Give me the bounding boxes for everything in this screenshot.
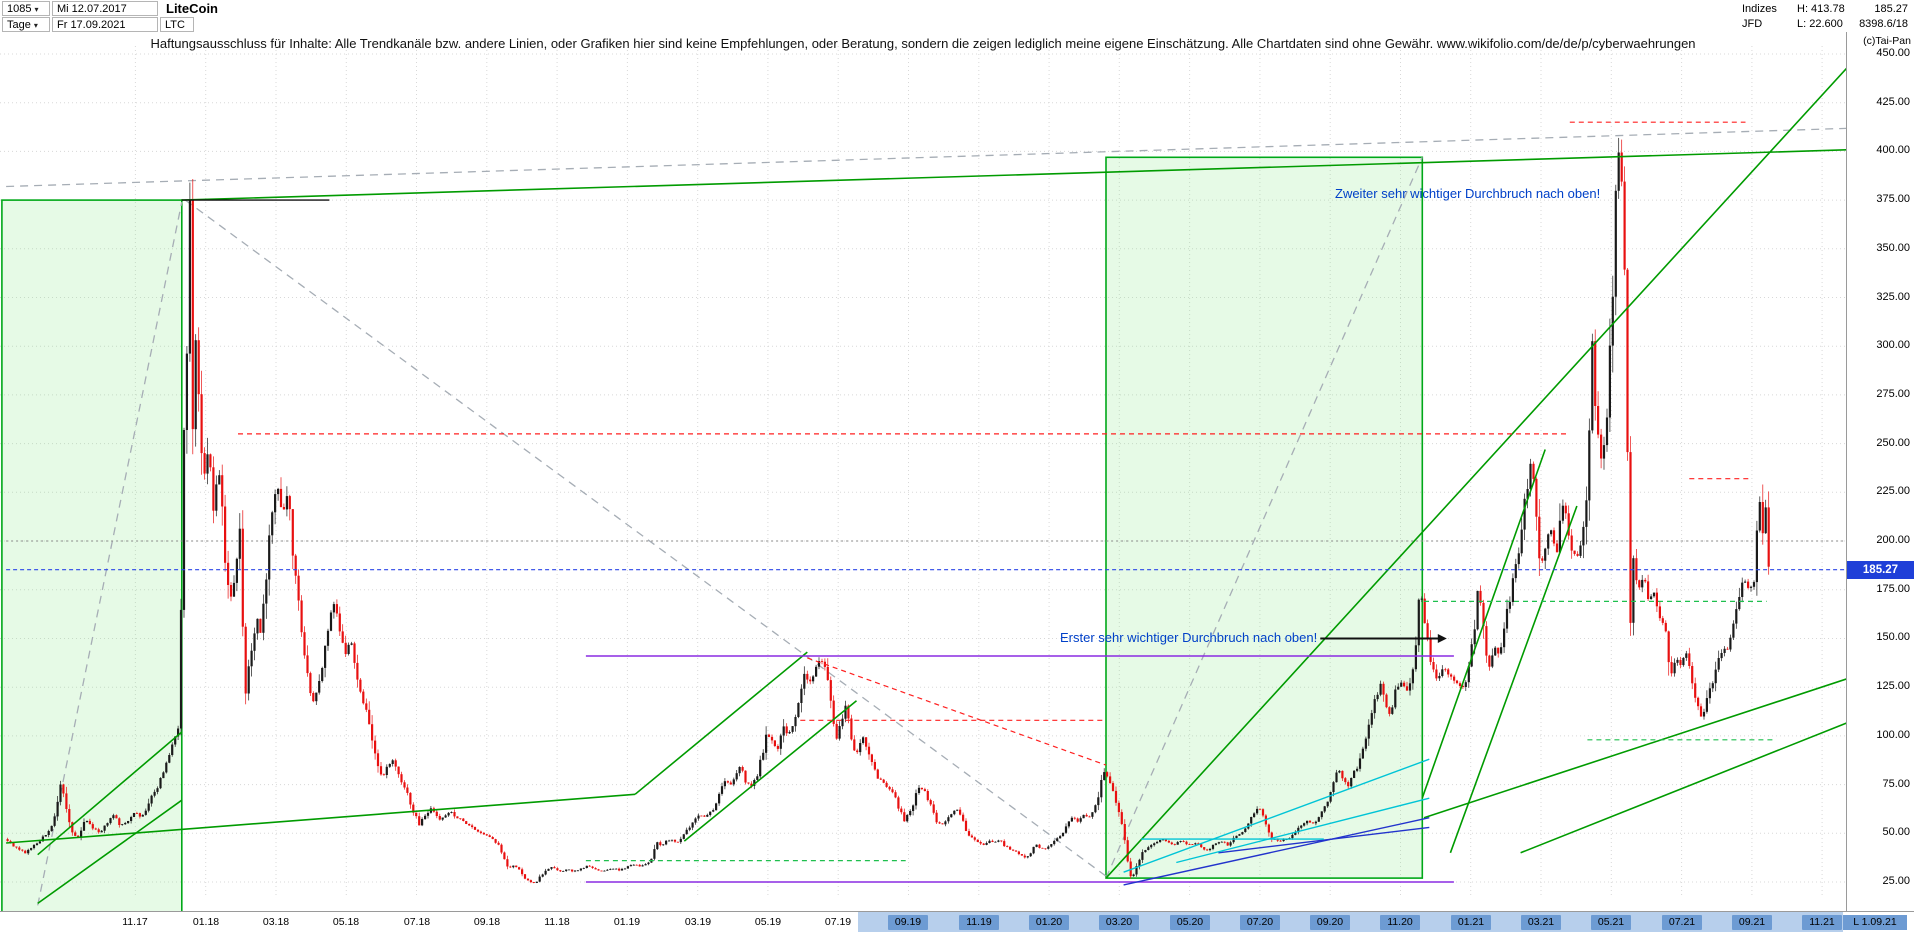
navy-support-lines — [1123, 817, 1430, 886]
x-tick-label: 11.17 — [122, 916, 148, 928]
price-tick-label: 350.00 — [1876, 242, 1910, 254]
period-low-label: L: 22.600 — [1797, 18, 1843, 30]
x-tick-label: 09.20 — [1310, 915, 1350, 930]
price-tick-label: 50.00 — [1882, 826, 1910, 838]
price-axis: (c)Tai-Pan 185.27 450.00 425.00 400.00 375.… — [1846, 32, 1914, 912]
price-tick-label: 100.00 — [1876, 729, 1910, 741]
x-tick-label: 09.19 — [888, 915, 928, 930]
x-tick-label: 07.21 — [1662, 915, 1702, 930]
period-value: Tage — [7, 19, 31, 31]
breakout-arrow — [1320, 634, 1447, 643]
bars-count-dropdown[interactable]: 1085 ▾ — [2, 1, 50, 16]
annotation-second-breakout: Zweiter sehr wichtiger Durchbruch nach o… — [1335, 186, 1601, 201]
price-tick-label: 325.00 — [1876, 291, 1910, 303]
x-tick-label: 07.18 — [403, 916, 431, 928]
x-tick-label: 01.18 — [192, 916, 220, 928]
green-dashed-support — [585, 600, 1774, 862]
last-price-top-label: 185.27 — [1874, 3, 1908, 15]
bottom-filler — [0, 932, 1914, 952]
x-tick-label: 11.21 — [1802, 915, 1842, 930]
price-tick-label: 250.00 — [1876, 437, 1910, 449]
purple-levels — [585, 655, 1454, 883]
chevron-down-icon: ▾ — [34, 5, 39, 14]
period-dropdown[interactable]: Tage ▾ — [2, 17, 50, 32]
feed-label: JFD — [1742, 18, 1763, 30]
x-tick-label: 09.18 — [473, 916, 501, 928]
x-tick-label: 07.19 — [824, 916, 852, 928]
price-tick-label: 450.00 — [1876, 47, 1910, 59]
x-tick-label: 05.19 — [754, 916, 782, 928]
x-tick-label: 11.20 — [1380, 915, 1420, 930]
price-tick-label: 275.00 — [1876, 388, 1910, 400]
x-tick-label: 05.20 — [1170, 915, 1210, 930]
price-tick-label: 175.00 — [1876, 583, 1910, 595]
x-tick-label: 11.18 — [544, 916, 570, 928]
price-tick-label: 25.00 — [1882, 875, 1910, 887]
x-tick-label: 01.21 — [1451, 915, 1491, 930]
x-tick-label: 07.20 — [1240, 915, 1280, 930]
time-axis: L 1.09.21 11.17 01.18 03.18 05.18 07.18 09.18… — [0, 911, 1914, 933]
symbol-label: LTC — [160, 17, 194, 32]
price-tick-label: 375.00 — [1876, 193, 1910, 205]
x-tick-label: 03.21 — [1521, 915, 1561, 930]
red-dashed-resistance — [238, 121, 1749, 766]
x-tick-label: 01.19 — [613, 916, 641, 928]
period-high-label: H: 413.78 — [1797, 3, 1845, 15]
price-tick-label: 425.00 — [1876, 96, 1910, 108]
annotation-first-breakout: Erster sehr wichtiger Durchbruch nach ob… — [1060, 630, 1318, 645]
quote-source-label: Indizes — [1742, 3, 1777, 15]
x-tick-label: 03.20 — [1099, 915, 1139, 930]
end-date-label: Fr 17.09.2021 — [52, 17, 158, 32]
x-tick-label: 05.18 — [332, 916, 360, 928]
x-tick-label: 11.19 — [959, 915, 999, 930]
price-tick-label: 225.00 — [1876, 485, 1910, 497]
header-bar: 1085 ▾ Mi 12.07.2017 Tage ▾ Fr 17.09.2021 … — [0, 0, 1914, 32]
start-date-label: Mi 12.07.2017 — [52, 1, 158, 16]
price-tick-label: 400.00 — [1876, 144, 1910, 156]
candlestick-series — [6, 137, 1770, 884]
chevron-down-icon: ▾ — [33, 21, 38, 30]
x-tick-label: 05.21 — [1591, 915, 1631, 930]
axis-end-label: L 1.09.21 — [1843, 915, 1907, 930]
price-tick-label: 300.00 — [1876, 339, 1910, 351]
quote-extra-label: 8398.6/18 — [1859, 18, 1908, 30]
x-tick-label: 03.19 — [684, 916, 712, 928]
x-tick-label: 03.18 — [262, 916, 290, 928]
chart-canvas[interactable] — [0, 32, 1846, 912]
cyan-channel-lines — [1123, 758, 1430, 873]
chart-title: LiteCoin — [166, 1, 218, 16]
last-price-badge: 185.27 — [1847, 561, 1914, 579]
price-tick-label: 150.00 — [1876, 631, 1910, 643]
gray-dashed-trendlines — [6, 127, 1846, 906]
price-tick-label: 75.00 — [1882, 778, 1910, 790]
bars-count-value: 1085 — [7, 3, 32, 15]
disclaimer-text: Haftungsausschluss für Inhalte: Alle Tre… — [150, 36, 1696, 51]
green-trendlines — [6, 67, 1846, 905]
highlight-regions — [1, 156, 1424, 912]
x-tick-label: 01.20 — [1029, 915, 1069, 930]
x-tick-label: 09.21 — [1732, 915, 1772, 930]
price-tick-label: 200.00 — [1876, 534, 1910, 546]
price-tick-label: 125.00 — [1876, 680, 1910, 692]
copyright-label: (c)Tai-Pan — [1863, 35, 1911, 47]
